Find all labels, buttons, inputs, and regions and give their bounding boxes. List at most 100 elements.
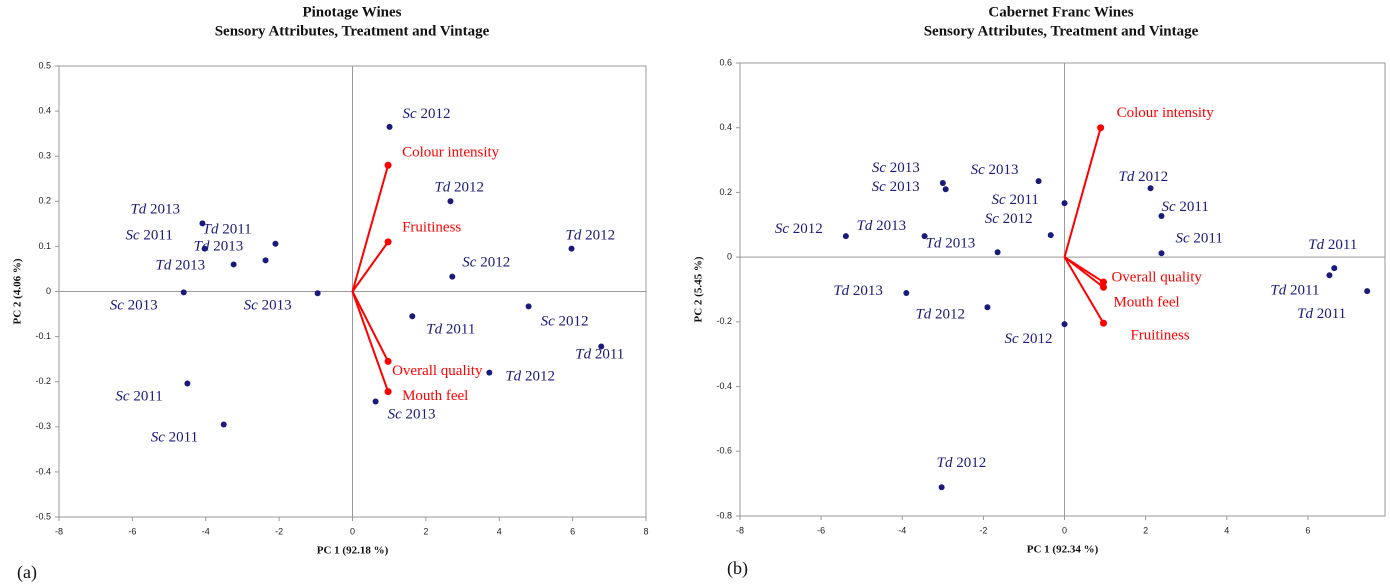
point-label: Td 2013	[130, 202, 180, 218]
point-label: Td 2013	[833, 283, 883, 299]
y-tick-label: 0	[46, 286, 51, 296]
score-point	[938, 484, 945, 491]
y-tick-label: 0	[727, 252, 732, 262]
x-tick-label: 6	[570, 526, 575, 536]
y-tick-label: -0.2	[716, 316, 732, 326]
y-tick-label: 0.4	[38, 105, 51, 115]
score-point	[230, 261, 237, 268]
point-label: Td 2011	[1308, 238, 1357, 254]
point-label: Sc 2013	[971, 163, 1019, 179]
loading-label: Mouth feel	[1113, 295, 1179, 311]
score-point	[984, 304, 991, 311]
y-tick-label: -0.3	[35, 421, 51, 431]
loading-vector	[1063, 256, 1105, 289]
point-label: Sc 2013	[388, 407, 436, 423]
score-point	[486, 369, 493, 376]
loading-vector	[351, 291, 390, 392]
point-label: Td 2011	[203, 222, 252, 238]
y-tick-label: 0.4	[719, 122, 732, 132]
score-point	[180, 289, 187, 296]
score-point	[1035, 178, 1042, 185]
score-point	[921, 233, 928, 240]
score-point	[314, 290, 321, 297]
x-tick-label: -4	[202, 526, 210, 536]
loading-vector	[1063, 256, 1105, 324]
point-label: Td 2011	[1270, 283, 1319, 299]
x-tick-label: -2	[275, 526, 283, 536]
loading-point	[1097, 124, 1105, 132]
loading-label: Fruitiness	[1130, 328, 1189, 344]
score-point	[1158, 250, 1165, 257]
score-point	[386, 123, 393, 130]
point-label: Sc 2013	[244, 298, 292, 314]
loading-vector	[351, 241, 389, 293]
score-point	[262, 257, 269, 264]
x-tick-label: 8	[643, 526, 648, 536]
point-label: Td 2013	[194, 239, 244, 255]
point-label: Sc 2012	[462, 255, 510, 271]
loading-point	[384, 357, 392, 365]
score-point	[942, 186, 949, 193]
x-tick-label: 2	[423, 526, 428, 536]
x-tick-label: 4	[1224, 525, 1229, 535]
y-tick-label: -0.6	[716, 446, 732, 456]
point-label: Td 2012	[505, 369, 555, 385]
y-tick-label: 0.6	[719, 57, 732, 67]
score-point	[272, 240, 279, 247]
score-point	[220, 421, 227, 428]
score-point	[201, 245, 208, 252]
loading-label: Colour intensity	[1117, 105, 1215, 121]
score-point	[842, 233, 849, 240]
score-point	[449, 273, 456, 280]
score-point	[1158, 213, 1165, 220]
x-tick-label: -4	[898, 525, 906, 535]
chart-title: Pinotage Wines	[302, 4, 401, 20]
point-label: Td 2013	[156, 258, 206, 274]
y-tick-label: -0.4	[35, 466, 51, 476]
loading-vector	[351, 291, 389, 362]
y-tick-label: -0.5	[35, 511, 51, 521]
score-point	[525, 303, 532, 310]
loading-point	[1099, 319, 1107, 327]
point-label: Sc 2013	[872, 180, 920, 196]
score-point	[1147, 185, 1154, 192]
y-tick-label: 0.1	[38, 241, 51, 251]
point-label: Sc 2012	[775, 222, 823, 238]
x-axis-label: PC 1 (92.34 %)	[1027, 544, 1099, 556]
x-tick-label: -8	[55, 526, 63, 536]
chart-subtitle: Sensory Attributes, Treatment and Vintag…	[924, 23, 1199, 39]
loading-label: Mouth feel	[402, 388, 468, 404]
point-label: Td 2013	[857, 219, 907, 235]
point-label: Td 2013	[926, 236, 976, 252]
loading-label: Fruitiness	[402, 219, 461, 235]
point-label: Sc 2012	[1005, 332, 1053, 348]
point-label: Td 2011	[1297, 307, 1346, 323]
point-label: Sc 2011	[151, 430, 198, 446]
point-label: Td 2011	[426, 322, 475, 338]
point-label: Sc 2011	[115, 389, 162, 405]
loading-vector	[351, 164, 390, 292]
point-label: Sc 2012	[985, 212, 1033, 228]
loading-point	[384, 388, 392, 396]
point-label: Td 2012	[937, 456, 987, 472]
score-point	[409, 313, 416, 320]
x-tick-label: 0	[1062, 525, 1067, 535]
panel-label: (a)	[17, 562, 37, 583]
y-axis-label: PC 2 (4.06 %)	[12, 258, 24, 324]
x-tick-label: 4	[497, 526, 502, 536]
chart-subtitle: Sensory Attributes, Treatment and Vintag…	[215, 23, 490, 39]
loading-point	[384, 238, 392, 246]
loading-point	[1099, 283, 1107, 291]
score-point	[568, 245, 575, 252]
score-point	[939, 180, 946, 187]
x-tick-label: -8	[736, 525, 744, 535]
x-tick-label: 0	[350, 526, 355, 536]
point-label: Td 2012	[566, 228, 616, 244]
loading-label: Colour intensity	[402, 145, 500, 161]
y-tick-label: 0.3	[38, 151, 51, 161]
x-tick-label: 2	[1143, 525, 1148, 535]
score-point	[1061, 321, 1068, 328]
score-point	[1326, 272, 1333, 279]
chart-title: Cabernet Franc Wines	[988, 4, 1133, 20]
